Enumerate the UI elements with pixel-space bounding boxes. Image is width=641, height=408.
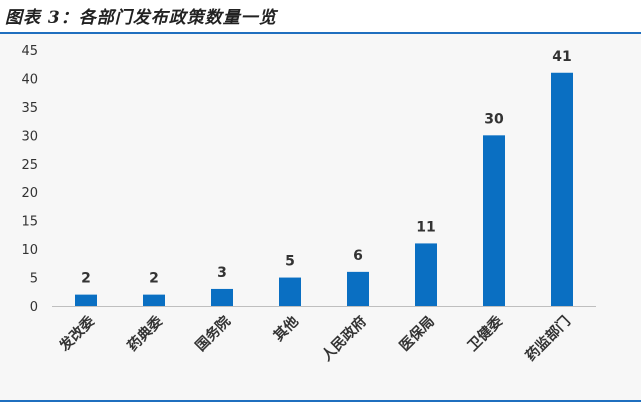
data-label: 2 (81, 271, 91, 287)
y-tick-label: 20 (21, 186, 38, 201)
y-tick-label: 0 (30, 300, 38, 315)
data-label: 11 (416, 219, 435, 235)
bar (347, 271, 369, 306)
category-label: 发改委 (55, 313, 97, 355)
y-tick-label: 25 (21, 158, 38, 173)
bar (483, 135, 505, 306)
category-label: 卫健委 (464, 313, 506, 355)
category-label: 人民政府 (318, 313, 370, 365)
category-label: 医保局 (396, 313, 438, 355)
top-rule (0, 32, 641, 34)
category-label: 药典委 (124, 313, 166, 355)
bar (279, 277, 301, 306)
data-label: 41 (552, 49, 571, 65)
category-label: 国务院 (192, 313, 234, 355)
data-label: 3 (217, 265, 227, 281)
bottom-rule (0, 400, 641, 402)
category-label: 其他 (270, 313, 302, 345)
data-label: 30 (484, 111, 504, 127)
y-tick-label: 5 (30, 272, 38, 287)
y-tick-label: 45 (21, 44, 38, 59)
y-tick-label: 10 (21, 243, 38, 258)
y-tick-label: 35 (21, 101, 38, 116)
data-label: 2 (149, 271, 159, 287)
y-tick-label: 40 (21, 72, 38, 87)
y-tick-label: 15 (21, 215, 38, 230)
figure-title: 图表 3：各部门发布政策数量一览 (5, 8, 277, 28)
chart-background (0, 34, 641, 400)
data-label: 6 (353, 248, 363, 264)
bar (211, 288, 233, 306)
bar (75, 294, 97, 306)
bar (551, 72, 573, 306)
category-label: 药监部门 (522, 313, 574, 365)
bar (143, 294, 165, 306)
bar (415, 243, 437, 306)
data-label: 5 (285, 254, 295, 270)
y-tick-label: 30 (21, 129, 38, 144)
